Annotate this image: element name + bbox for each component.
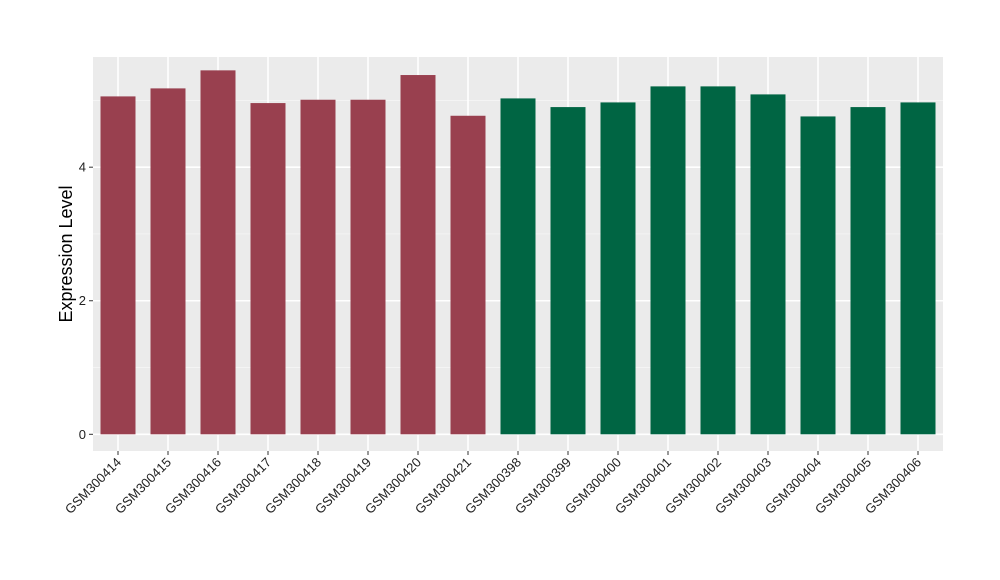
x-axis: GSM300414GSM300415GSM300416GSM300417GSM3… (62, 451, 924, 517)
bar-GSM300403 (750, 94, 786, 435)
y-tick-label: 4 (79, 160, 86, 175)
bars (100, 70, 936, 435)
bar-GSM300418 (300, 99, 336, 435)
y-axis-title: Expression Level (56, 185, 76, 322)
bar-GSM300404 (800, 116, 836, 435)
bar-GSM300414 (100, 96, 136, 435)
y-axis: 0 2 4 (79, 160, 93, 442)
bar-GSM300399 (550, 107, 586, 435)
bar-GSM300420 (400, 75, 436, 435)
bar-GSM300400 (600, 102, 636, 435)
bar-GSM300417 (250, 103, 286, 435)
bar-GSM300405 (850, 107, 886, 435)
y-tick-label: 0 (79, 427, 86, 442)
bar-GSM300419 (350, 99, 386, 435)
bar-GSM300398 (500, 98, 536, 435)
y-tick-label: 2 (79, 293, 86, 308)
bar-GSM300416 (200, 70, 236, 435)
bar-GSM300401 (650, 86, 686, 435)
bar-GSM300415 (150, 88, 186, 435)
bar-GSM300406 (900, 102, 936, 435)
bar-GSM300402 (700, 86, 736, 435)
bar-GSM300421 (450, 115, 486, 435)
